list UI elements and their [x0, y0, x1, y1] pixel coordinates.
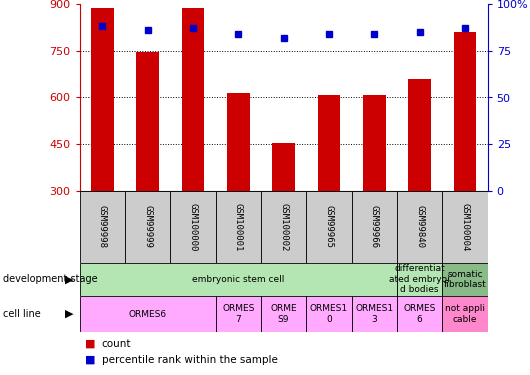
Text: ORMES
6: ORMES 6	[403, 304, 436, 324]
Text: percentile rank within the sample: percentile rank within the sample	[102, 355, 278, 365]
Text: GSM99998: GSM99998	[98, 206, 107, 248]
Text: ORMES1
3: ORMES1 3	[355, 304, 393, 324]
Text: GSM100000: GSM100000	[188, 202, 197, 251]
Text: ■: ■	[85, 355, 95, 365]
Bar	[397, 191, 442, 262]
Text: ORMES
7: ORMES 7	[222, 304, 254, 324]
Text: GSM99965: GSM99965	[324, 206, 333, 248]
Text: ■: ■	[85, 339, 95, 349]
Bar	[261, 191, 306, 262]
Text: not appli
cable: not appli cable	[445, 304, 485, 324]
Bar	[227, 93, 250, 191]
Text: ▶: ▶	[65, 274, 73, 284]
Bar	[442, 191, 488, 262]
Bar	[181, 8, 204, 191]
Bar	[216, 191, 261, 262]
Bar	[261, 296, 306, 332]
Bar	[91, 8, 113, 191]
Text: count: count	[102, 339, 131, 349]
Text: GSM100002: GSM100002	[279, 202, 288, 251]
Bar	[351, 191, 397, 262]
Bar	[442, 262, 488, 296]
Text: embryonic stem cell: embryonic stem cell	[192, 275, 285, 284]
Text: ORME
S9: ORME S9	[270, 304, 297, 324]
Bar	[80, 262, 397, 296]
Bar	[351, 296, 397, 332]
Text: somatic
fibroblast: somatic fibroblast	[444, 270, 487, 289]
Bar	[317, 95, 340, 191]
Bar	[216, 296, 261, 332]
Bar	[125, 191, 170, 262]
Text: GSM99840: GSM99840	[415, 206, 424, 248]
Text: ORMES1
0: ORMES1 0	[310, 304, 348, 324]
Text: GSM100004: GSM100004	[461, 202, 470, 251]
Bar	[80, 296, 216, 332]
Bar	[408, 79, 431, 191]
Bar	[136, 52, 159, 191]
Text: development stage: development stage	[3, 274, 98, 284]
Bar	[363, 95, 386, 191]
Bar	[306, 296, 351, 332]
Text: cell line: cell line	[3, 309, 40, 319]
Text: ORMES6: ORMES6	[128, 310, 166, 318]
Bar	[80, 191, 125, 262]
Text: differentiat
ated embryoi
d bodies: differentiat ated embryoi d bodies	[389, 264, 450, 294]
Text: ▶: ▶	[65, 309, 73, 319]
Bar	[272, 143, 295, 191]
Bar	[306, 191, 351, 262]
Bar	[397, 296, 442, 332]
Bar	[454, 32, 476, 191]
Text: GSM100001: GSM100001	[234, 202, 243, 251]
Bar	[442, 296, 488, 332]
Bar	[170, 191, 216, 262]
Text: GSM99999: GSM99999	[143, 206, 152, 248]
Text: GSM99966: GSM99966	[370, 206, 379, 248]
Bar	[397, 262, 442, 296]
